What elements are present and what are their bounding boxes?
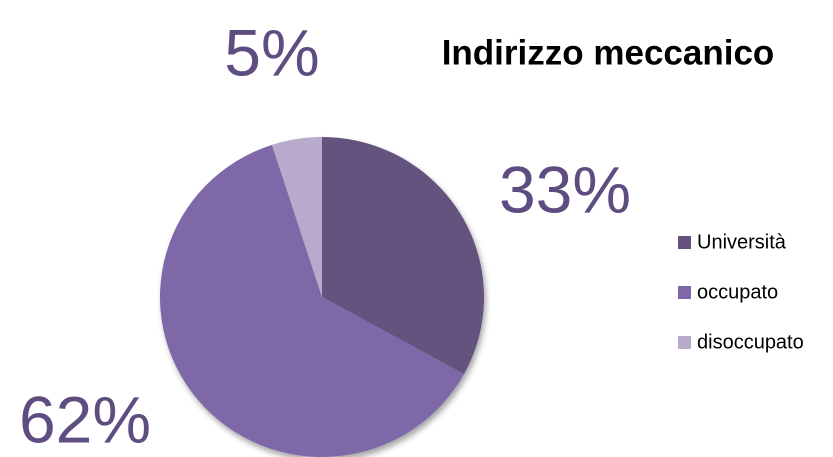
legend-swatch (678, 286, 691, 299)
pie-slice (160, 144, 464, 457)
data-label: 62% (19, 382, 151, 456)
data-label: 33% (499, 152, 631, 226)
legend-label: occupato (697, 281, 778, 303)
data-label: 5% (224, 15, 319, 89)
legend-label: disoccupato (697, 331, 804, 353)
chart-title: Indirizzo meccanico (442, 33, 775, 72)
pie (160, 137, 485, 457)
pie-slice (271, 137, 322, 297)
pie-slice (322, 137, 485, 375)
legend-swatch (678, 336, 691, 349)
legend-label: Università (697, 231, 787, 253)
legend-swatch (678, 236, 691, 249)
